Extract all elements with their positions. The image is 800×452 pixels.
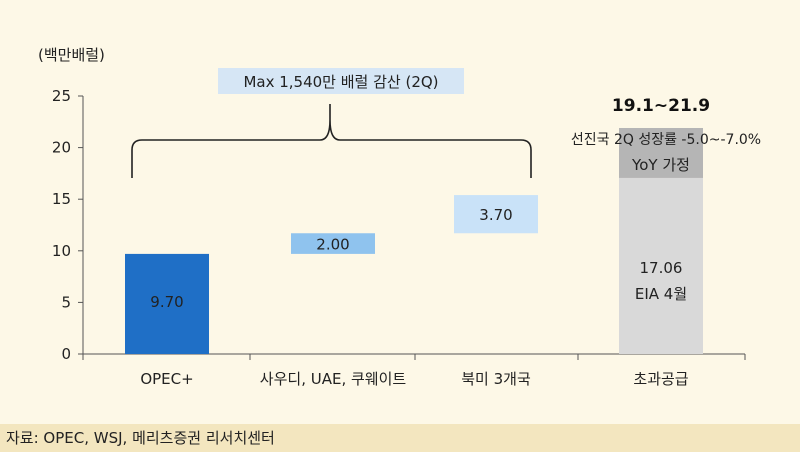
bar xyxy=(454,195,538,234)
y-tick-label: 15 xyxy=(52,190,71,208)
bar xyxy=(619,127,703,178)
bar-value-label: YoY 가정 xyxy=(631,156,690,174)
bar xyxy=(291,233,375,254)
bars: 9.70 2.00 3.70 17.06 EIA 4월 YoY 가정 xyxy=(125,127,703,354)
y-tick-label: 20 xyxy=(52,139,71,157)
bar xyxy=(125,253,209,354)
bar-value-label: 3.70 xyxy=(479,206,512,224)
brace-label-box xyxy=(218,68,464,94)
x-tick-label: 초과공급 xyxy=(633,370,688,388)
y-tick-label: 0 xyxy=(61,345,71,363)
y-tick-label: 10 xyxy=(52,242,71,260)
bar-value-label: 2.00 xyxy=(316,236,349,254)
brace-path xyxy=(131,104,532,178)
y-tick-label: 5 xyxy=(61,293,71,311)
range-label: 19.1~21.9 xyxy=(612,96,710,116)
x-tick-label: OPEC+ xyxy=(140,370,193,388)
x-axis: OPEC+ 사우디, UAE, 쿠웨이트 북미 3개국 초과공급 xyxy=(82,353,746,388)
y-tick-label: 25 xyxy=(52,87,71,105)
y-axis-label: (백만배럴) xyxy=(38,46,105,64)
y-axis: 0 5 10 15 20 25 xyxy=(52,87,84,363)
x-tick-label: 북미 3개국 xyxy=(461,370,531,388)
source-note: 자료: OPEC, WSJ, 메리츠증권 리서치센터 xyxy=(0,424,800,452)
bar-sublabel: EIA 4월 xyxy=(635,285,687,303)
bar-value-label: 17.06 xyxy=(640,259,683,277)
brace-annotation: Max 1,540만 배럴 감산 (2Q) xyxy=(131,68,532,178)
bar-value-label: 9.70 xyxy=(150,293,183,311)
x-tick-label: 사우디, UAE, 쿠웨이트 xyxy=(260,370,407,388)
brace-label: Max 1,540만 배럴 감산 (2Q) xyxy=(243,73,438,91)
range-note: 선진국 2Q 성장률 -5.0~-7.0% xyxy=(571,132,761,148)
bar xyxy=(619,177,703,354)
chart: (백만배럴) 0 5 10 15 20 25 OPEC+ 사우디, UAE, 쿠웨이트 북미 … xyxy=(38,46,761,388)
